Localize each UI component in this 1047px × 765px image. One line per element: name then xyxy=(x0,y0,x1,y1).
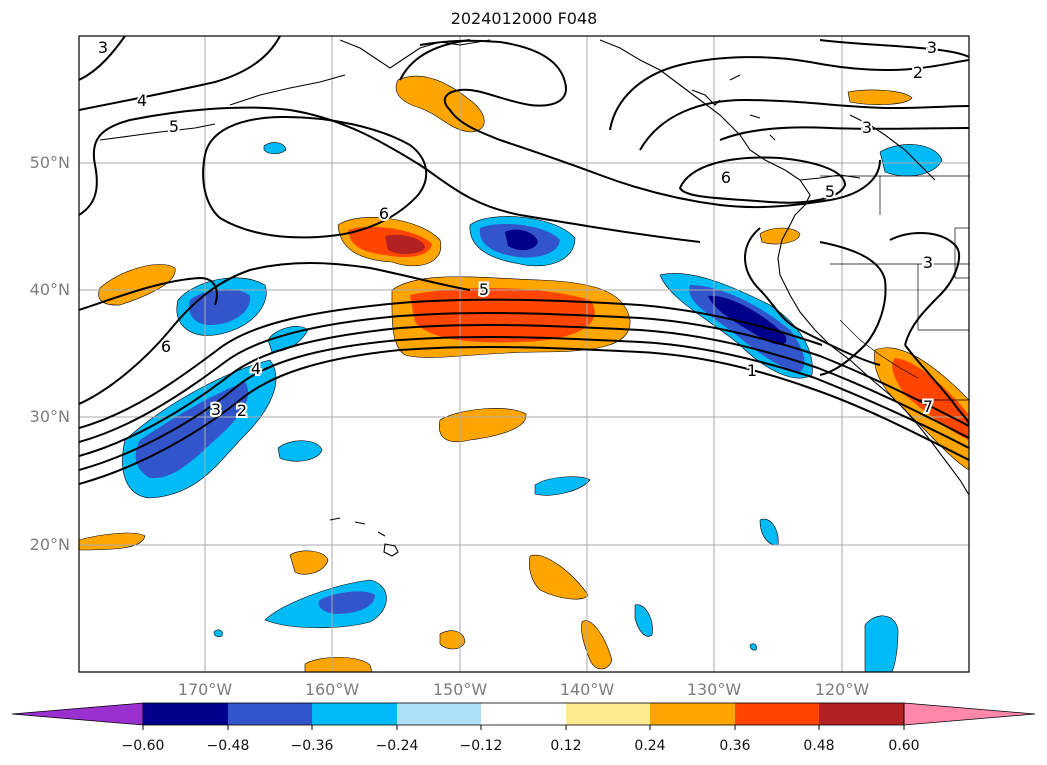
colorbar-tick-label: 0.60 xyxy=(888,738,920,754)
lon-label-170w: 170°W xyxy=(177,680,233,699)
lat-label-40n: 40°N xyxy=(29,280,70,299)
contour-labels: 3 4 5 6 6 6 5 4 3 2 1 2 3 5 3 7 3 xyxy=(96,36,939,422)
contour-label: 3 xyxy=(98,38,108,57)
colorbar-bin xyxy=(228,703,312,725)
colorbar-bin xyxy=(312,703,397,725)
positive-anomaly-fills xyxy=(79,75,969,672)
colorbar-tick-label: 0.24 xyxy=(634,738,666,754)
contour-label: 2 xyxy=(913,63,923,82)
colorbar-tick-label: 0.36 xyxy=(719,738,751,754)
contour-label: 7 xyxy=(923,397,933,416)
lon-label-150w: 150°W xyxy=(432,680,488,699)
lon-label-160w: 160°W xyxy=(304,680,360,699)
colorbar-bin xyxy=(143,703,228,725)
colorbar-extend-high xyxy=(903,702,1036,726)
map-title: 2024012000 F048 xyxy=(450,9,598,28)
colorbar-bin xyxy=(735,703,819,725)
colorbar-bin xyxy=(481,703,566,725)
contour-label: 5 xyxy=(825,182,835,201)
contour-label: 3 xyxy=(923,253,933,272)
contour-label: 1 xyxy=(747,361,757,380)
contour-label: 4 xyxy=(137,91,147,110)
contour-label: 6 xyxy=(161,337,171,356)
colorbar-tick-label: −0.48 xyxy=(206,738,250,754)
colorbar-bin xyxy=(650,703,735,725)
lon-label-120w: 120°W xyxy=(814,680,870,699)
contour-label: 6 xyxy=(721,168,731,187)
plot-frame xyxy=(78,35,970,673)
contour-label: 6 xyxy=(379,204,389,223)
contour-label: 2 xyxy=(237,401,247,420)
colorbar-extend-low xyxy=(11,702,144,726)
colorbar-tick-label: 0.48 xyxy=(803,738,835,754)
negative-anomaly-fills xyxy=(122,142,943,672)
colorbar xyxy=(11,702,1036,730)
contour-label: 3 xyxy=(211,400,221,419)
contour-label: 3 xyxy=(927,38,937,57)
contour-label: 5 xyxy=(479,280,489,299)
colorbar-tick-label: −0.24 xyxy=(375,738,419,754)
lat-label-20n: 20°N xyxy=(29,535,70,554)
colorbar-tick-label: −0.12 xyxy=(459,738,503,754)
colorbar-bin xyxy=(819,703,904,725)
colorbar-bin xyxy=(397,703,481,725)
colorbar-tick-label: −0.60 xyxy=(121,738,165,754)
colorbar-tick-label: −0.36 xyxy=(290,738,334,754)
coastlines xyxy=(99,39,969,557)
lon-label-130w: 130°W xyxy=(686,680,742,699)
colorbar-bin xyxy=(566,703,650,725)
colorbar-tick-label: 0.12 xyxy=(550,738,582,754)
contour-label: 3 xyxy=(862,118,872,137)
contour-label: 5 xyxy=(169,117,179,136)
contour-lines xyxy=(79,36,969,485)
contour-label: 4 xyxy=(251,359,261,378)
graticule xyxy=(79,36,969,672)
political-boundaries xyxy=(820,175,969,401)
lon-label-140w: 140°W xyxy=(559,680,615,699)
lat-label-30n: 30°N xyxy=(29,407,70,426)
lat-label-50n: 50°N xyxy=(29,153,70,172)
